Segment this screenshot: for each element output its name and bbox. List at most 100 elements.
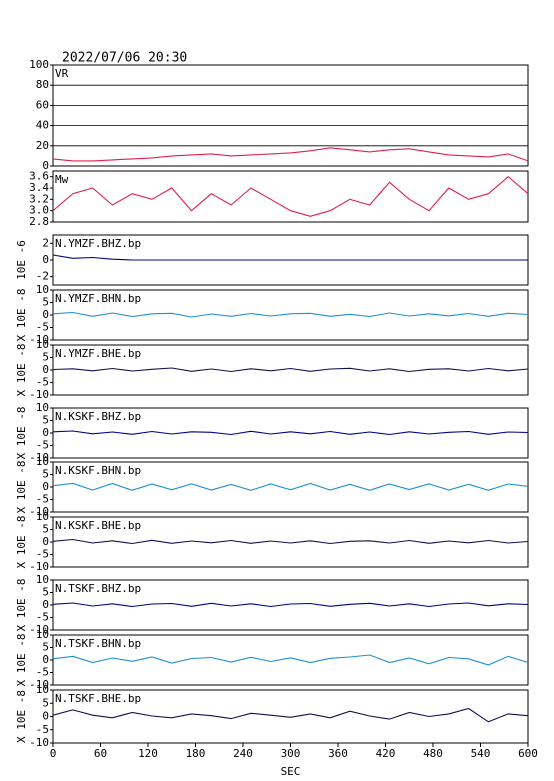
y-axis-label: X 10E -8 (15, 461, 28, 514)
y-tick-label: 0 (42, 426, 49, 439)
y-tick-label: 20 (36, 139, 49, 152)
y-tick-label: 10 (36, 573, 49, 586)
y-tick-label: -10 (29, 736, 49, 749)
panel-label: N.TSKF.BHZ.bp (55, 582, 141, 595)
y-tick-label: -10 (29, 678, 49, 691)
x-tick-label: 300 (281, 747, 301, 760)
x-tick-label: 120 (138, 747, 158, 760)
panel-label: N.YMZF.BHE.bp (55, 347, 141, 360)
y-tick-label: 5 (42, 586, 49, 599)
trace-line (52, 538, 529, 545)
panel-label: N.TSKF.BHE.bp (55, 692, 141, 705)
trace-line (52, 482, 529, 491)
x-tick-label: 240 (233, 747, 253, 760)
panel-label: N.YMZF.BHN.bp (55, 292, 141, 305)
x-tick-label: 420 (376, 747, 396, 760)
y-tick-label: -5 (36, 493, 49, 506)
y-axis-label: X 10E -8 (15, 690, 28, 743)
panel-label: N.TSKF.BHN.bp (55, 637, 141, 650)
y-tick-label: -5 (36, 666, 49, 679)
y-tick-label: -5 (36, 439, 49, 452)
y-axis-label: X 10E -8 (15, 344, 28, 397)
y-tick-label: 10 (36, 338, 49, 351)
y-axis-label: X 10E -8 (15, 579, 28, 632)
y-axis-label: 10E -6 (15, 240, 28, 280)
y-tick-label: 0 (42, 159, 49, 172)
panel-frame (52, 461, 529, 513)
trace-line (52, 430, 529, 436)
y-tick-label: 5 (42, 414, 49, 427)
y-tick-label: 3.6 (29, 170, 49, 183)
trace-line (52, 707, 529, 723)
y-tick-label: 10 (36, 455, 49, 468)
y-tick-label: 100 (29, 58, 49, 71)
y-tick-label: 3.4 (29, 181, 49, 194)
panel-frame (52, 634, 529, 686)
y-tick-label: -5 (36, 376, 49, 389)
trace-line (52, 175, 529, 217)
panel-frame (52, 407, 529, 459)
y-axis-label: X 10E -8 (15, 516, 28, 569)
y-tick-label: -5 (36, 321, 49, 334)
y-tick-label: -10 (29, 388, 49, 401)
y-tick-label: 40 (36, 119, 49, 132)
y-tick-label: -10 (29, 560, 49, 573)
trace-line (52, 147, 529, 162)
y-tick-label: -5 (36, 723, 49, 736)
y-tick-label: 0 (42, 480, 49, 493)
trace-line (52, 367, 529, 373)
trace-line (52, 602, 529, 608)
panel-frame (52, 64, 529, 167)
panel-frame (52, 579, 529, 631)
y-tick-label: -10 (29, 505, 49, 518)
y-tick-label: 60 (36, 98, 49, 111)
y-tick-label: 2 (42, 236, 49, 249)
trace-line (52, 254, 528, 261)
x-tick-label: 360 (328, 747, 348, 760)
y-tick-label: 0 (42, 308, 49, 321)
panel-label: N.KSKF.BHE.bp (55, 519, 141, 532)
y-axis-label: X 10E -8 (15, 634, 28, 687)
y-tick-label: 5 (42, 696, 49, 709)
trace-line (52, 311, 529, 318)
x-tick-label: 180 (186, 747, 206, 760)
y-tick-label: 10 (36, 283, 49, 296)
panel-frame (52, 344, 529, 396)
y-tick-label: 10 (36, 510, 49, 523)
y-tick-label: 5 (42, 468, 49, 481)
y-tick-label: 80 (36, 78, 49, 91)
x-tick-label: 600 (518, 747, 538, 760)
x-tick-label: 60 (94, 747, 107, 760)
panel-frame (52, 289, 529, 341)
panel-label: N.KSKF.BHZ.bp (55, 410, 141, 423)
y-axis-label: X 10E -8 (15, 407, 28, 460)
y-tick-label: 5 (42, 523, 49, 536)
y-tick-label: -5 (36, 611, 49, 624)
y-axis-label: X 10E -8 (15, 289, 28, 342)
x-tick-label: 540 (471, 747, 491, 760)
y-tick-label: 0 (42, 253, 49, 266)
y-tick-label: 0 (42, 653, 49, 666)
x-tick-label: 480 (423, 747, 443, 760)
y-tick-label: -5 (36, 548, 49, 561)
x-axis-label: SEC (281, 765, 301, 778)
panel-frame (52, 170, 529, 223)
chart-title: 2022/07/06 20:30 (62, 51, 187, 66)
y-tick-label: 10 (36, 628, 49, 641)
trace-line (52, 654, 529, 666)
y-tick-label: 3.2 (29, 192, 49, 205)
y-tick-label: -10 (29, 333, 49, 346)
y-tick-label: 0 (42, 535, 49, 548)
y-tick-label: 5 (42, 296, 49, 309)
y-tick-label: 10 (36, 401, 49, 414)
panel-label: N.KSKF.BHN.bp (55, 464, 141, 477)
y-tick-label: 10 (36, 683, 49, 696)
y-tick-label: -2 (36, 270, 49, 283)
y-tick-label: 0 (42, 363, 49, 376)
panel-label: Mw (55, 173, 69, 186)
y-tick-label: -10 (29, 623, 49, 636)
y-tick-label: 2.8 (29, 215, 49, 228)
panel-label: N.YMZF.BHZ.bp (55, 237, 141, 250)
y-tick-label: 5 (42, 351, 49, 364)
